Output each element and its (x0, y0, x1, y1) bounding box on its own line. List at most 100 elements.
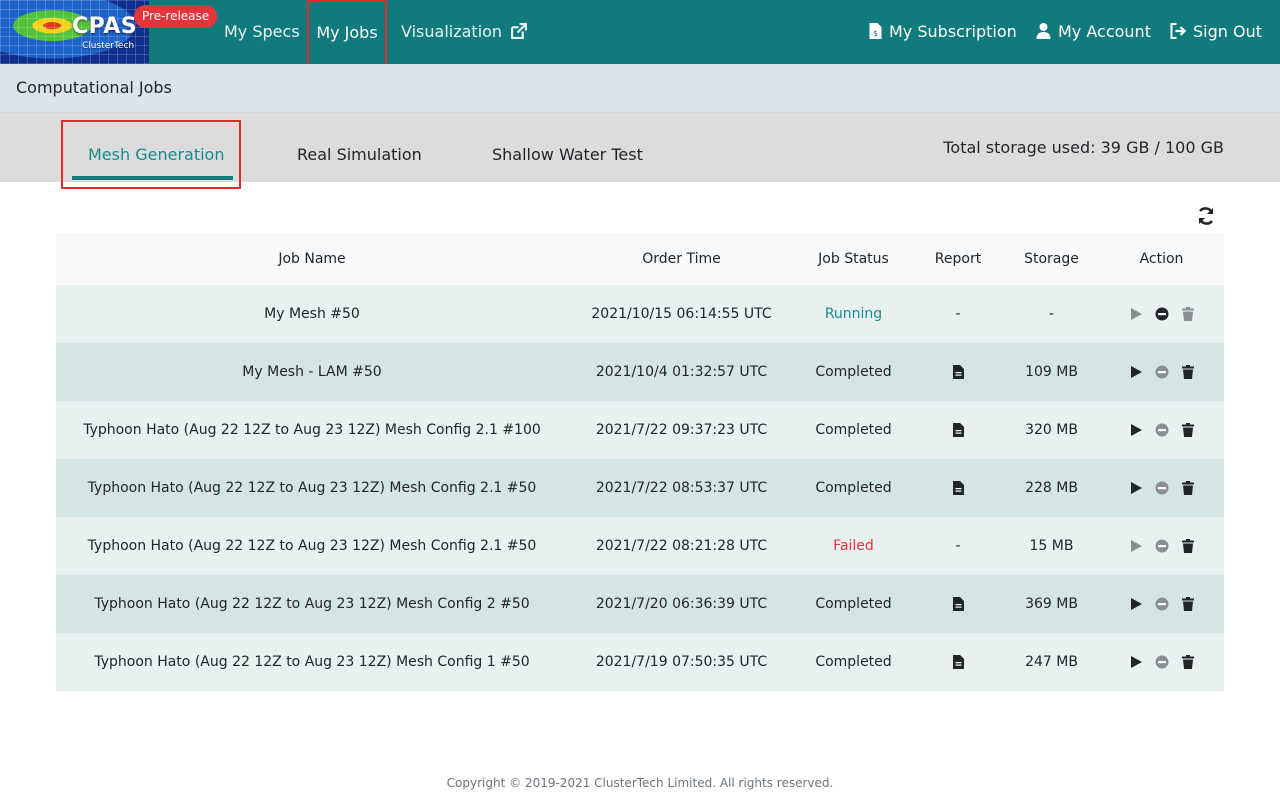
report-document-icon (952, 423, 964, 437)
stop-button[interactable] (1154, 596, 1170, 612)
trash-icon (1181, 307, 1194, 321)
cpas-logo[interactable]: CPAS ClusterTech (0, 0, 149, 64)
storage-cell: 320 MB (1025, 422, 1078, 438)
header-job-status[interactable]: Job Status (818, 251, 889, 267)
order-time-cell: 2021/7/19 07:50:35 UTC (595, 654, 768, 670)
refresh-icon[interactable] (1196, 206, 1216, 226)
nav-my-subscription[interactable]: $ My Subscription (869, 0, 1017, 64)
run-button[interactable] (1128, 422, 1144, 438)
tab-mesh-generation[interactable]: Mesh Generation (88, 145, 225, 164)
report-document-icon (952, 597, 964, 611)
nav-my-account[interactable]: My Account (1036, 0, 1151, 64)
play-icon (1130, 598, 1142, 610)
table-row: Typhoon Hato (Aug 22 12Z to Aug 23 12Z) … (56, 575, 1224, 633)
delete-button[interactable] (1180, 306, 1196, 322)
nav-sign-out-label: Sign Out (1193, 22, 1262, 41)
run-button[interactable] (1128, 538, 1144, 554)
report-button[interactable] (950, 422, 966, 438)
nav-my-subscription-label: My Subscription (889, 22, 1017, 41)
delete-button[interactable] (1180, 596, 1196, 612)
stop-button[interactable] (1154, 538, 1170, 554)
report-button[interactable] (950, 596, 966, 612)
action-cell (1099, 459, 1224, 517)
report-cell (912, 401, 1004, 459)
report-value: - (955, 538, 961, 554)
storage-cell: - (1048, 306, 1055, 322)
table-row: My Mesh #50 2021/10/15 06:14:55 UTC Runn… (56, 285, 1224, 343)
prerelease-badge: Pre-release (134, 5, 218, 28)
run-button[interactable] (1128, 654, 1144, 670)
action-buttons (1128, 596, 1196, 612)
header-storage[interactable]: Storage (1024, 251, 1079, 267)
tab-shallow-water-test[interactable]: Shallow Water Test (492, 145, 643, 164)
table-row: Typhoon Hato (Aug 22 12Z to Aug 23 12Z) … (56, 517, 1224, 575)
report-button[interactable] (950, 364, 966, 380)
job-status-cell: Completed (815, 422, 892, 438)
stop-icon (1155, 307, 1168, 321)
header-job-name[interactable]: Job Name (278, 251, 346, 267)
order-time-cell: 2021/10/15 06:14:55 UTC (591, 306, 772, 322)
stop-button[interactable] (1154, 422, 1170, 438)
job-status-cell: Completed (815, 364, 892, 380)
nav-sign-out[interactable]: Sign Out (1170, 0, 1262, 64)
delete-button[interactable] (1180, 538, 1196, 554)
action-buttons (1128, 364, 1196, 380)
stop-icon (1155, 481, 1168, 495)
nav-visualization[interactable]: Visualization (401, 0, 528, 64)
report-cell (912, 459, 1004, 517)
job-name-cell: My Mesh #50 (264, 306, 360, 322)
job-name-cell: Typhoon Hato (Aug 22 12Z to Aug 23 12Z) … (83, 422, 541, 438)
action-buttons (1128, 422, 1196, 438)
run-button[interactable] (1128, 306, 1144, 322)
run-button[interactable] (1128, 480, 1144, 496)
order-time-cell: 2021/7/22 09:37:23 UTC (595, 422, 768, 438)
table-row: My Mesh - LAM #50 2021/10/4 01:32:57 UTC… (56, 343, 1224, 401)
stop-button[interactable] (1154, 306, 1170, 322)
stop-button[interactable] (1154, 364, 1170, 380)
report-button[interactable] (950, 654, 966, 670)
order-time-cell: 2021/7/20 06:36:39 UTC (595, 596, 768, 612)
job-status-cell: Completed (815, 596, 892, 612)
delete-button[interactable] (1180, 422, 1196, 438)
report-cell (912, 575, 1004, 633)
play-icon (1130, 656, 1142, 668)
trash-icon (1181, 481, 1194, 495)
storage-cell: 15 MB (1029, 538, 1074, 554)
run-button[interactable] (1128, 596, 1144, 612)
job-status-cell: Failed (833, 538, 874, 554)
nav-my-jobs[interactable]: My Jobs (307, 0, 387, 66)
tab-real-simulation[interactable]: Real Simulation (297, 145, 422, 164)
trash-icon (1181, 597, 1194, 611)
action-buttons (1128, 538, 1196, 554)
stop-button[interactable] (1154, 480, 1170, 496)
delete-button[interactable] (1180, 364, 1196, 380)
nav-my-specs[interactable]: My Specs (224, 22, 300, 41)
delete-button[interactable] (1180, 654, 1196, 670)
stop-icon (1155, 597, 1168, 611)
header-action: Action (1139, 251, 1184, 267)
tab-highlight-box (61, 120, 241, 189)
trash-icon (1181, 655, 1194, 669)
job-type-tabs: Mesh Generation Real Simulation Shallow … (0, 113, 1280, 189)
trash-icon (1181, 539, 1194, 553)
logo-subtext: ClusterTech (82, 41, 135, 51)
page-title: Computational Jobs (16, 78, 172, 97)
report-document-icon (952, 655, 964, 669)
top-navbar: CPAS ClusterTech Pre-release My Specs My… (0, 0, 1280, 66)
action-cell (1099, 343, 1224, 401)
play-icon (1130, 540, 1142, 552)
delete-button[interactable] (1180, 480, 1196, 496)
user-icon (1036, 23, 1051, 39)
run-button[interactable] (1128, 364, 1144, 380)
table-row: Typhoon Hato (Aug 22 12Z to Aug 23 12Z) … (56, 459, 1224, 517)
report-button[interactable] (950, 480, 966, 496)
trash-icon (1181, 365, 1194, 379)
storage-cell: 228 MB (1025, 480, 1078, 496)
job-name-cell: Typhoon Hato (Aug 22 12Z to Aug 23 12Z) … (87, 480, 537, 496)
header-order-time[interactable]: Order Time (642, 251, 721, 267)
play-icon (1130, 424, 1142, 436)
header-report: Report (934, 251, 982, 267)
play-icon (1130, 366, 1142, 378)
stop-button[interactable] (1154, 654, 1170, 670)
sign-out-icon (1170, 23, 1187, 39)
